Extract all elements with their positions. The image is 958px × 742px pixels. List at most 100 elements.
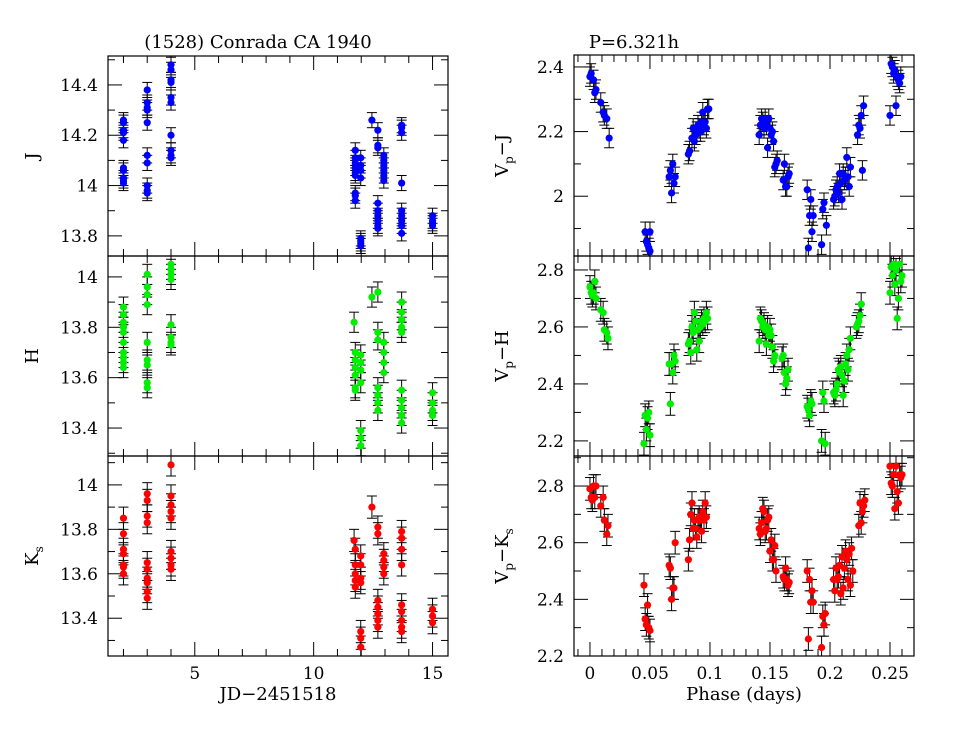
data-point — [886, 111, 894, 120]
data-point — [351, 545, 359, 553]
data-point — [833, 380, 841, 388]
data-point — [597, 98, 605, 107]
y-tick-label: 2.4 — [537, 58, 564, 78]
data-point — [374, 207, 382, 215]
data-point — [119, 119, 128, 127]
data-point — [374, 406, 382, 415]
data-point — [641, 615, 649, 623]
data-point — [357, 161, 365, 170]
data-point — [808, 400, 816, 408]
data-point — [892, 266, 900, 274]
data-point — [167, 154, 175, 162]
data-point — [143, 594, 151, 602]
data-point — [143, 384, 151, 392]
data-point — [603, 329, 611, 337]
data-point — [398, 419, 406, 427]
y-tick-label: 2.8 — [537, 477, 564, 497]
data-point — [845, 550, 853, 558]
data-point — [693, 533, 701, 541]
data-point — [119, 136, 128, 144]
data-point — [357, 579, 365, 587]
data-point — [119, 129, 128, 137]
data-point — [357, 379, 365, 387]
data-point — [167, 333, 175, 341]
data-point — [898, 272, 906, 280]
y-axis-label: Vp−Ks — [492, 528, 516, 584]
data-point — [597, 502, 605, 510]
data-point — [119, 311, 128, 319]
data-point — [832, 386, 840, 394]
data-point — [856, 124, 864, 132]
data-point — [398, 616, 406, 625]
data-point — [374, 144, 382, 152]
data-series — [118, 256, 438, 456]
data-point — [821, 440, 829, 448]
data-point — [755, 524, 763, 533]
data-point — [831, 587, 839, 595]
data-point — [374, 399, 382, 407]
data-point — [374, 288, 382, 296]
data-point — [670, 584, 678, 592]
data-point — [895, 260, 904, 268]
data-point — [592, 294, 600, 303]
data-point — [351, 154, 359, 162]
data-point — [766, 547, 774, 555]
data-point — [428, 411, 437, 420]
data-point — [167, 270, 175, 278]
y-tick-label: 13.6 — [60, 369, 98, 389]
x-tick-label: 0.1 — [696, 664, 723, 684]
data-point — [143, 565, 151, 573]
panel-1-1: 2.2 2.4 2.6 2.8 Vp−H — [492, 255, 915, 457]
data-point — [357, 634, 365, 642]
data-point — [357, 154, 365, 162]
data-point — [119, 166, 128, 175]
data-point — [119, 530, 128, 538]
data-point — [368, 503, 376, 511]
data-point — [398, 308, 406, 316]
data-point — [380, 156, 388, 165]
data-point — [841, 360, 850, 368]
data-point — [889, 471, 898, 479]
data-point — [891, 280, 899, 288]
data-point — [897, 73, 905, 81]
data-point — [767, 331, 775, 340]
panel-1-2: 2.2 2.4 2.6 2.8 Vp−Ks — [492, 455, 915, 667]
data-point — [838, 371, 846, 379]
x-tick-label: 0.2 — [816, 664, 843, 684]
data-point — [398, 601, 406, 609]
data-point — [807, 195, 815, 204]
data-point — [765, 513, 773, 521]
data-point — [398, 229, 406, 237]
data-point — [803, 567, 811, 575]
data-point — [894, 294, 902, 303]
data-point — [670, 351, 678, 360]
data-series — [584, 55, 906, 256]
data-point — [891, 66, 899, 74]
y-tick-label: 2.4 — [537, 375, 564, 395]
data-point — [350, 318, 358, 326]
data-point — [143, 490, 151, 498]
data-point — [351, 356, 359, 364]
y-axis-label: Vp−J — [492, 134, 516, 178]
data-point — [167, 260, 175, 268]
data-point — [671, 173, 679, 181]
left-figure: (1528) Conrada CA 1940 JD−2451518 13.8 14… — [22, 32, 449, 705]
x-tick-label: 5 — [189, 664, 200, 684]
data-point — [428, 605, 437, 613]
right-title: P=6.321h — [589, 32, 680, 53]
data-point — [167, 492, 175, 500]
data-point — [771, 541, 779, 550]
data-point — [398, 298, 406, 306]
data-point — [858, 507, 866, 516]
data-point — [351, 171, 359, 180]
data-point — [143, 338, 151, 346]
data-point — [357, 366, 365, 374]
data-point — [767, 536, 775, 544]
data-point — [592, 85, 600, 94]
data-point — [667, 595, 676, 603]
data-point — [891, 505, 899, 513]
data-point — [861, 496, 869, 504]
y-tick-label: 14 — [76, 476, 98, 496]
data-point — [374, 384, 382, 392]
data-point — [398, 129, 406, 137]
